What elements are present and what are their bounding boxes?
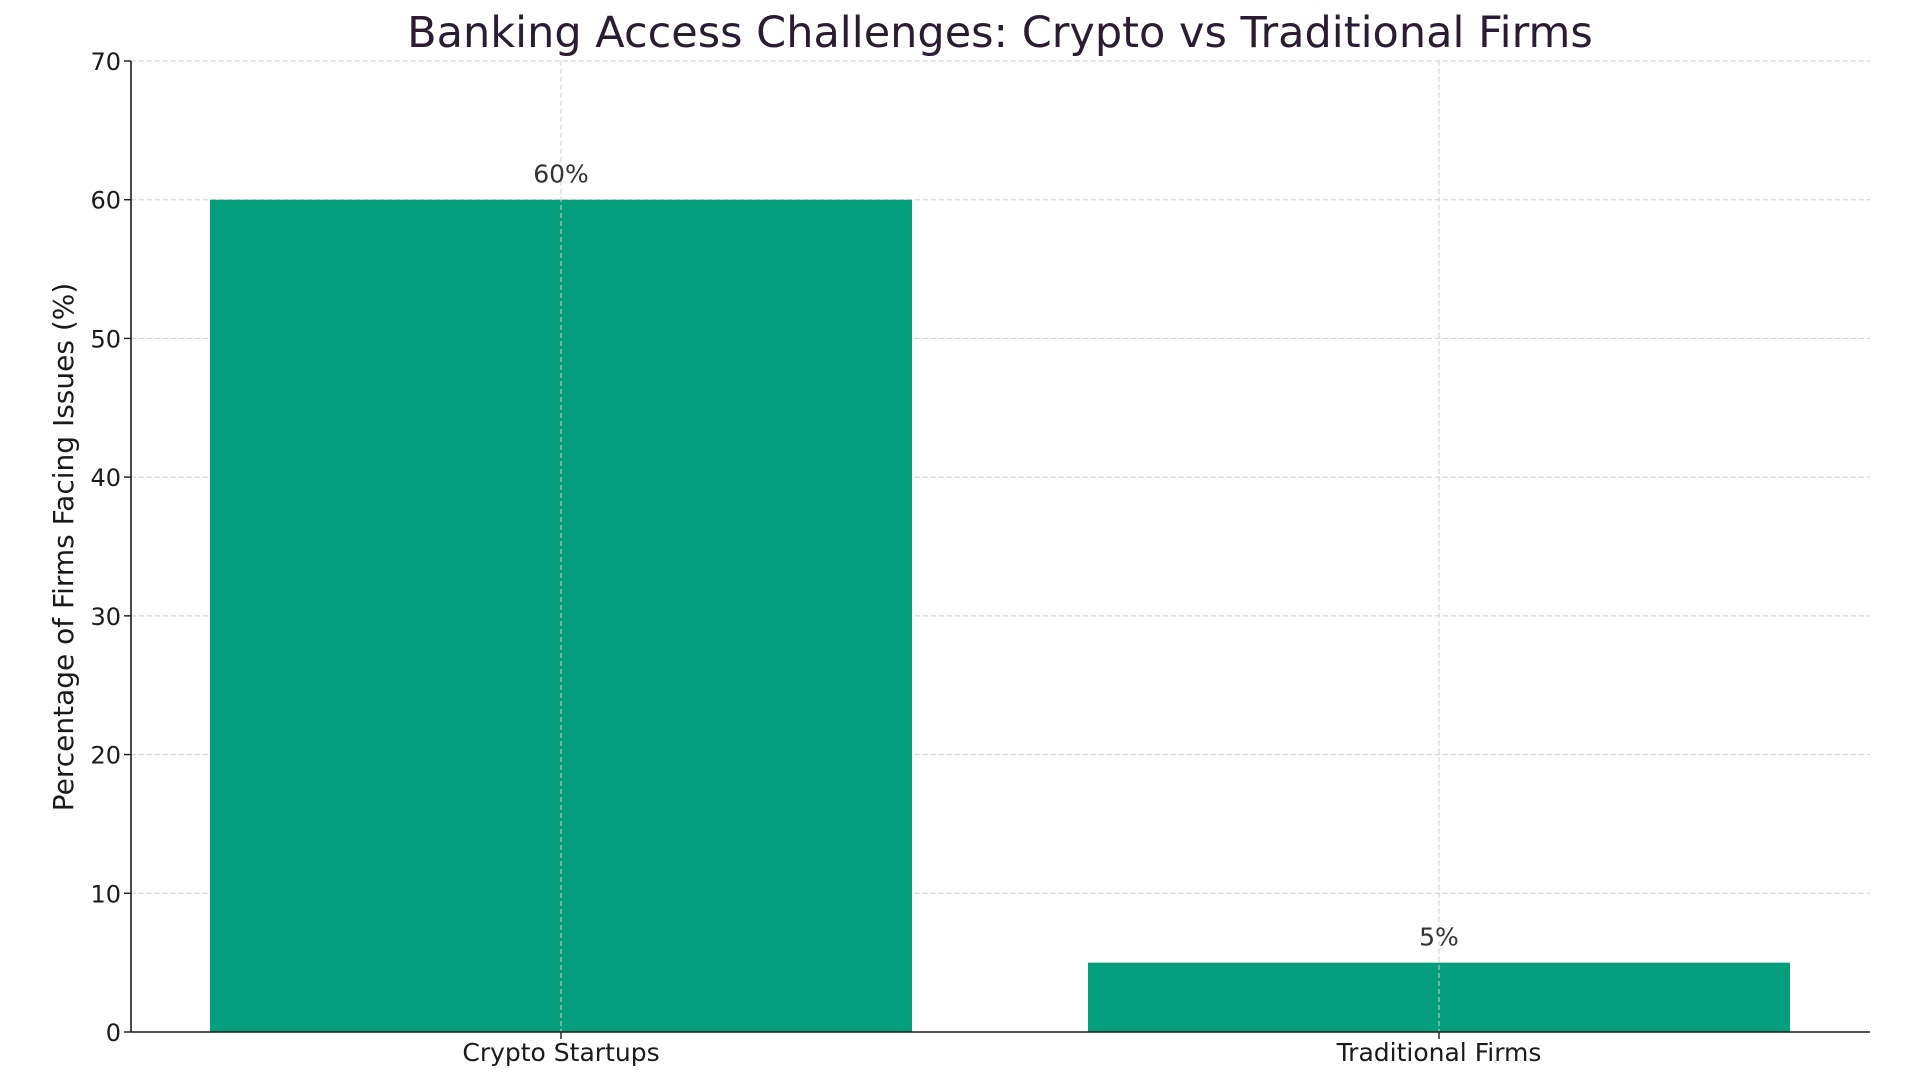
x-tick-label: Traditional Firms xyxy=(1336,1038,1542,1067)
x-tick-label: Crypto Startups xyxy=(462,1038,659,1067)
bar-value-labels: 60% 5% xyxy=(533,160,1459,952)
bar-value-label: 5% xyxy=(1419,923,1459,952)
x-axis-ticks: Crypto Startups Traditional Firms xyxy=(462,1032,1541,1067)
chart-title: Banking Access Challenges: Crypto vs Tra… xyxy=(407,8,1593,58)
y-tick-label: 50 xyxy=(90,325,121,353)
y-tick-label: 20 xyxy=(90,742,121,770)
y-axis-label: Percentage of Firms Facing Issues (%) xyxy=(47,283,80,812)
y-tick-label: 0 xyxy=(106,1019,121,1047)
y-tick-label: 60 xyxy=(90,187,121,215)
y-tick-label: 70 xyxy=(90,48,121,76)
axes xyxy=(130,61,1870,1033)
y-tick-label: 40 xyxy=(90,464,121,492)
bar-value-label: 60% xyxy=(533,160,589,189)
y-axis-ticks: 0 10 20 30 40 50 60 70 xyxy=(90,48,131,1047)
y-tick-label: 30 xyxy=(90,603,121,631)
vertical-gridlines xyxy=(560,61,1440,1032)
y-tick-label: 10 xyxy=(90,880,121,908)
